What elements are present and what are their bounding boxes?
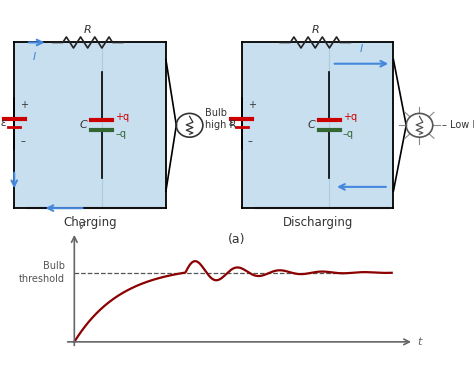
- Text: ε: ε: [1, 118, 7, 128]
- Text: – Low R: – Low R: [442, 120, 474, 130]
- Text: +q: +q: [115, 112, 129, 122]
- Text: R: R: [311, 25, 319, 35]
- Text: (a): (a): [228, 234, 246, 246]
- Text: Discharging: Discharging: [283, 216, 353, 230]
- Text: –q: –q: [343, 129, 354, 139]
- Text: –: –: [248, 136, 253, 146]
- Text: +q: +q: [343, 112, 357, 122]
- Text: Bulb
threshold: Bulb threshold: [19, 261, 65, 284]
- Bar: [242, 42, 393, 208]
- Text: C: C: [308, 120, 315, 130]
- Text: +: +: [248, 100, 256, 110]
- Text: I: I: [33, 52, 36, 62]
- Text: –: –: [20, 136, 25, 146]
- Text: +: +: [20, 100, 28, 110]
- Text: I: I: [360, 45, 363, 54]
- Text: t: t: [417, 337, 421, 347]
- Text: ε: ε: [228, 118, 234, 128]
- Bar: [14, 42, 166, 208]
- Text: –q: –q: [115, 129, 126, 139]
- Text: R: R: [84, 25, 91, 35]
- Text: Charging: Charging: [63, 216, 117, 230]
- Text: Bulb
high R: Bulb high R: [205, 108, 237, 130]
- Text: V: V: [77, 221, 85, 231]
- Text: C: C: [80, 120, 88, 130]
